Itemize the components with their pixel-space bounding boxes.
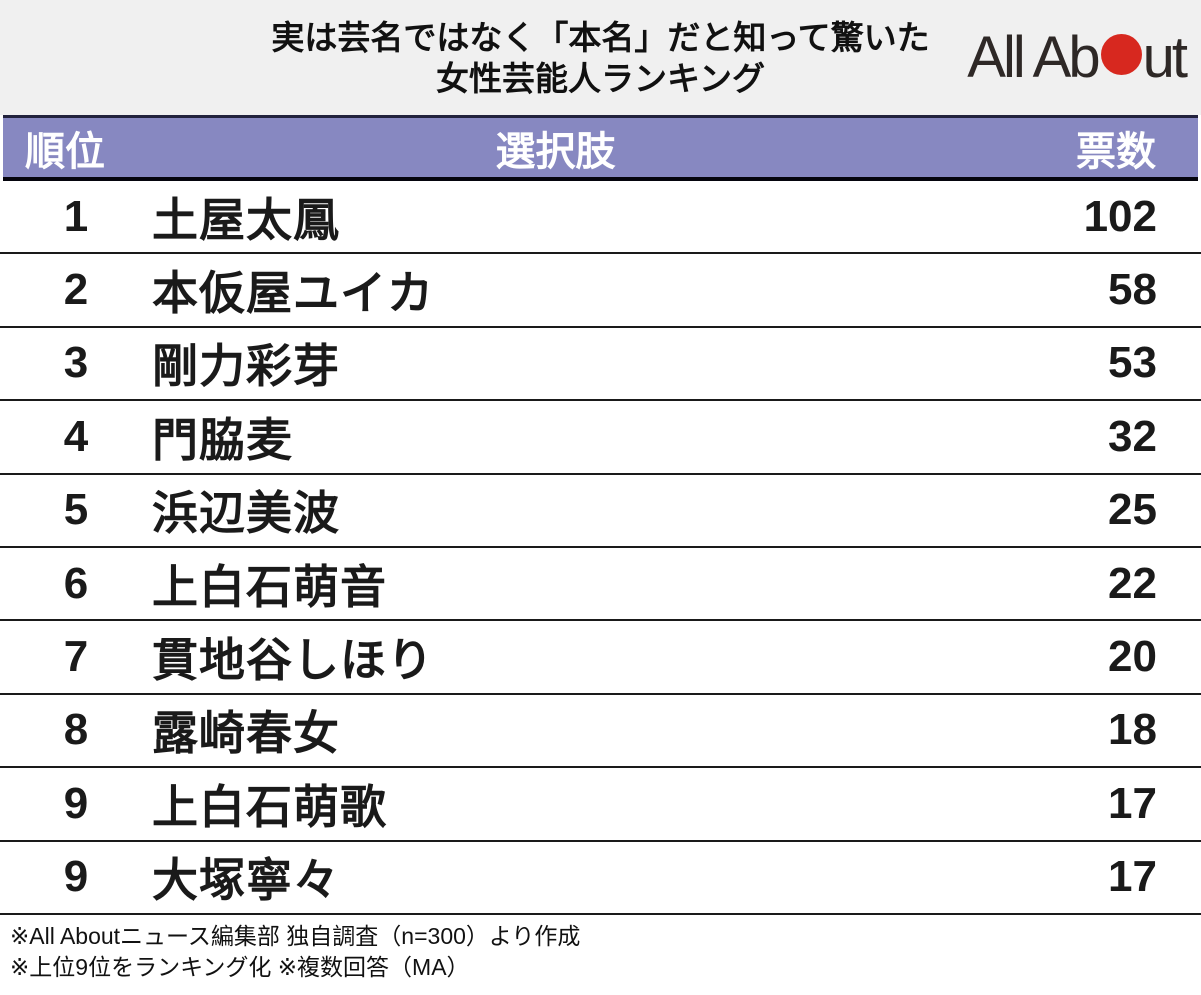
name-cell: 門脇麦 — [152, 413, 293, 466]
page-title: 実は芸名ではなく「本名」だと知って驚いた 女性芸能人ランキング — [0, 17, 1201, 99]
name-cell: 貫地谷しほり — [152, 634, 434, 687]
votes-cell: 58 — [1108, 265, 1157, 315]
rank-cell: 3 — [63, 338, 89, 388]
rank-cell: 8 — [63, 705, 89, 755]
title-bar: 実は芸名ではなく「本名」だと知って驚いた 女性芸能人ランキング All Ab u… — [0, 0, 1201, 115]
name-cell: 大塚寧々 — [152, 854, 340, 907]
votes-cell: 32 — [1108, 411, 1157, 461]
rank-cell: 7 — [63, 632, 89, 682]
table-row: 9 上白石萌歌 17 — [0, 768, 1201, 842]
votes-cell: 17 — [1108, 778, 1157, 828]
votes-cell: 102 — [1083, 191, 1157, 241]
rank-cell: 1 — [63, 191, 89, 241]
table-header-row: 順位 選択肢 票数 — [3, 115, 1198, 181]
votes-cell: 20 — [1108, 632, 1157, 682]
table-row: 6 上白石萌音 22 — [0, 547, 1201, 622]
name-cell: 土屋太鳳 — [152, 193, 340, 246]
rank-cell: 5 — [63, 485, 89, 535]
table-row: 2 本仮屋ユイカ 58 — [0, 254, 1201, 328]
name-cell: 露崎春女 — [152, 707, 340, 760]
title-line-1: 実は芸名ではなく「本名」だと知って驚いた — [271, 18, 930, 56]
rank-cell: 9 — [63, 778, 89, 828]
logo-text-right: ut — [1142, 24, 1188, 90]
header-votes: 票数 — [1076, 129, 1156, 174]
title-line-2: 女性芸能人ランキング — [435, 59, 765, 97]
votes-cell: 25 — [1108, 485, 1157, 535]
table-row: 4 門脇麦 32 — [0, 401, 1201, 475]
logo-red-dot-icon — [1100, 34, 1142, 75]
footer-notes: ※All Aboutニュース編集部 独自調査（n=300）より作成 ※上位9位を… — [0, 915, 1201, 983]
table-row: 7 貫地谷しほり 20 — [0, 621, 1201, 695]
name-cell: 本仮屋ユイカ — [152, 267, 434, 320]
table-row: 8 露崎春女 18 — [0, 694, 1201, 769]
ranking-table-body: 1 土屋太鳳 102 2 本仮屋ユイカ 58 3 剛力彩芽 53 4 門脇麦 3… — [0, 181, 1201, 915]
rank-cell: 4 — [63, 411, 89, 461]
rank-cell: 9 — [63, 852, 89, 902]
name-cell: 上白石萌歌 — [152, 780, 387, 833]
rank-cell: 6 — [63, 558, 89, 608]
votes-cell: 17 — [1108, 852, 1157, 902]
table-row: 3 剛力彩芽 53 — [0, 327, 1201, 402]
table-row: 1 土屋太鳳 102 — [0, 181, 1201, 255]
votes-cell: 22 — [1108, 558, 1157, 608]
table-row: 9 大塚寧々 17 — [0, 841, 1201, 915]
footer-note-2: ※上位9位をランキング化 ※複数回答（MA） — [10, 953, 470, 980]
rank-cell: 2 — [63, 265, 89, 315]
logo-text-left: All Ab — [967, 24, 1100, 90]
table-row: 5 浜辺美波 25 — [0, 474, 1201, 548]
header-choice: 選択肢 — [495, 129, 616, 174]
name-cell: 上白石萌音 — [152, 560, 387, 613]
votes-cell: 18 — [1108, 705, 1157, 755]
header-rank: 順位 — [25, 129, 105, 174]
name-cell: 剛力彩芽 — [152, 340, 340, 393]
votes-cell: 53 — [1108, 338, 1157, 388]
all-about-logo: All Ab ut — [961, 24, 1188, 90]
name-cell: 浜辺美波 — [152, 487, 340, 540]
footer-note-1: ※All Aboutニュース編集部 独自調査（n=300）より作成 — [10, 922, 581, 949]
